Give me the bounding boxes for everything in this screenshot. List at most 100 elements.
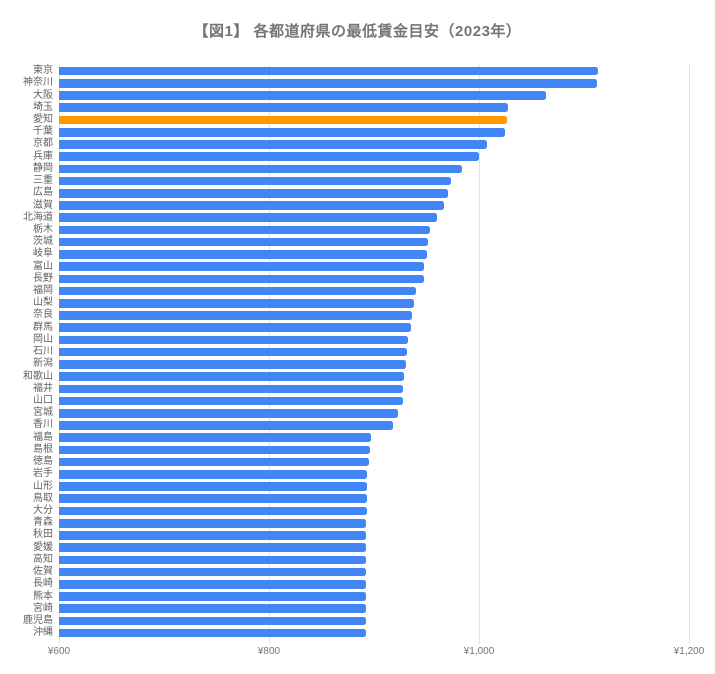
wage-bar: [59, 91, 547, 100]
prefecture-label: 福井: [33, 382, 53, 394]
wage-bar: [59, 506, 367, 516]
wage-bar: [59, 433, 371, 442]
prefecture-label: 福岡: [33, 285, 53, 297]
bar-track: [59, 383, 689, 395]
bar-track: [59, 65, 689, 77]
prefecture-label: 山口: [33, 395, 53, 407]
prefecture-label: 山梨: [33, 297, 53, 309]
prefecture-label: 熊本: [33, 590, 53, 602]
wage-bar: [59, 604, 366, 614]
bar-track: [59, 224, 689, 236]
prefecture-label: 三重: [33, 175, 53, 187]
bar-track: [59, 114, 689, 126]
bar-row: 沖縄: [0, 627, 689, 639]
bar-track: [59, 199, 689, 211]
bar-track: [59, 566, 689, 578]
bar-track: [59, 578, 689, 590]
bar-track: [59, 273, 689, 285]
prefecture-label: 岡山: [33, 333, 53, 345]
bar-track: [59, 248, 689, 260]
wage-bar: [59, 311, 412, 320]
prefecture-label: 沖縄: [33, 627, 53, 639]
wage-bar: [59, 140, 488, 149]
prefecture-label: 高知: [33, 553, 53, 565]
bar-row: 北海道: [0, 212, 689, 224]
bar-row: 神奈川: [0, 77, 689, 89]
bar-track: [59, 187, 689, 199]
bar-track: [59, 370, 689, 382]
wage-bar: [59, 518, 366, 528]
prefecture-label: 長野: [33, 272, 53, 284]
bar-row: 宮崎: [0, 603, 689, 615]
wage-bar: [59, 335, 408, 345]
wage-bar: [59, 103, 509, 113]
wage-bar: [59, 127, 506, 137]
bar-row: 山形: [0, 480, 689, 492]
bar-track: [59, 126, 689, 138]
bar-track: [59, 517, 689, 529]
bar-row: 新潟: [0, 358, 689, 370]
bar-row: 兵庫: [0, 151, 689, 163]
bar-track: [59, 505, 689, 517]
bar-row: 青森: [0, 517, 689, 529]
bar-row: 富山: [0, 261, 689, 273]
prefecture-label: 山形: [33, 480, 53, 492]
bar-row: 長崎: [0, 578, 689, 590]
bar-row: 山梨: [0, 297, 689, 309]
bar-track: [59, 468, 689, 480]
prefecture-label: 大分: [33, 504, 53, 516]
bar-track: [59, 334, 689, 346]
prefecture-label: 宮城: [33, 407, 53, 419]
prefecture-label: 富山: [33, 260, 53, 272]
chart-title: 【図1】 各都道府県の最低賃金目安（2023年）: [193, 23, 522, 40]
wage-bar: [59, 347, 407, 357]
bar-row: 滋賀: [0, 199, 689, 211]
bar-track: [59, 480, 689, 492]
bar-track: [59, 175, 689, 187]
prefecture-label: 兵庫: [33, 150, 53, 162]
prefecture-label: 石川: [33, 346, 53, 358]
bar-row: 群馬: [0, 322, 689, 334]
wage-bar: [59, 360, 406, 369]
bar-row: 福井: [0, 383, 689, 395]
bar-row: 岡山: [0, 334, 689, 346]
bar-track: [59, 432, 689, 444]
wage-bar: [59, 628, 366, 638]
bar-track: [59, 603, 689, 615]
prefecture-label: 千葉: [33, 126, 53, 138]
wage-bar: [59, 250, 427, 259]
prefecture-label: 鳥取: [33, 492, 53, 504]
bar-track: [59, 212, 689, 224]
prefecture-label: 香川: [33, 419, 53, 431]
prefecture-label: 静岡: [33, 162, 53, 174]
bar-track: [59, 615, 689, 627]
prefecture-label: 群馬: [33, 321, 53, 333]
wage-bar: [59, 164, 463, 174]
bar-row: 佐賀: [0, 566, 689, 578]
prefecture-label: 島根: [33, 443, 53, 455]
wage-bar: [59, 494, 367, 504]
wage-bar: [59, 470, 367, 479]
bar-row: 静岡: [0, 163, 689, 175]
bar-track: [59, 456, 689, 468]
wage-bar: [59, 262, 425, 271]
wage-bar: [59, 531, 366, 540]
bar-row: 長野: [0, 273, 689, 285]
bar-track: [59, 236, 689, 248]
prefecture-label: 鹿児島: [23, 614, 53, 626]
prefecture-label: 北海道: [23, 211, 53, 223]
prefecture-label: 大阪: [33, 89, 53, 101]
prefecture-label: 新潟: [33, 358, 53, 370]
bar-row: 鹿児島: [0, 615, 689, 627]
bar-row: 茨城: [0, 236, 689, 248]
bar-track: [59, 151, 689, 163]
bar-track: [59, 77, 689, 89]
bar-track: [59, 309, 689, 321]
gridline-1000: [479, 65, 480, 644]
bar-row: 千葉: [0, 126, 689, 138]
prefecture-label: 和歌山: [23, 370, 53, 382]
bar-row: 福島: [0, 432, 689, 444]
bar-track: [59, 395, 689, 407]
prefecture-label: 広島: [33, 187, 53, 199]
